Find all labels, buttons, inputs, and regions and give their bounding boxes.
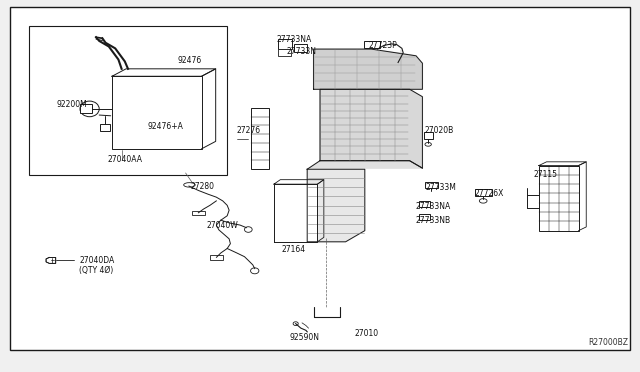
Bar [112,76,202,149]
Ellipse shape [184,183,195,187]
Bar [278,39,292,49]
Ellipse shape [293,322,298,326]
Bar [278,49,291,56]
Text: 27733NA: 27733NA [276,35,312,44]
Bar [29,26,227,175]
Polygon shape [46,257,56,263]
Ellipse shape [244,227,252,232]
Bar [424,132,433,139]
Text: 27733NB: 27733NB [416,216,451,225]
Text: 27010: 27010 [355,329,379,338]
Bar [419,201,430,207]
Polygon shape [320,89,422,168]
Text: 27115: 27115 [534,170,558,179]
Text: 27733N: 27733N [287,47,317,56]
Polygon shape [274,184,317,242]
Polygon shape [314,49,422,89]
Bar [475,189,492,196]
Circle shape [479,199,487,203]
Bar [192,211,205,215]
Text: 27040DA: 27040DA [79,256,115,265]
Text: (QTY 4Ø): (QTY 4Ø) [79,266,114,275]
Bar [80,105,92,113]
Bar [425,182,438,188]
Bar [210,255,223,260]
Text: 92200M: 92200M [56,100,87,109]
Text: R27000BZ: R27000BZ [589,338,628,347]
Text: 27280: 27280 [190,182,214,191]
Circle shape [425,142,431,146]
Text: 92590N: 92590N [289,333,319,341]
Bar [364,41,380,48]
Bar [539,166,579,231]
Bar [100,124,110,131]
Text: 27040W: 27040W [206,221,238,230]
Text: 27040AA: 27040AA [108,155,143,164]
Ellipse shape [251,268,259,274]
Text: 27164: 27164 [282,246,306,254]
Bar [294,44,307,52]
Text: 27733NA: 27733NA [416,202,451,211]
Bar [419,214,430,220]
Polygon shape [307,161,422,169]
Text: 92476: 92476 [178,56,202,65]
Text: 27723P: 27723P [369,41,397,50]
Text: 27020B: 27020B [425,126,454,135]
Bar [251,108,269,169]
Polygon shape [307,169,365,242]
Text: 92476+A: 92476+A [147,122,183,131]
Ellipse shape [80,101,99,117]
Text: 27276: 27276 [237,126,261,135]
Text: 27726X: 27726X [475,189,504,198]
Text: 27733M: 27733M [426,183,456,192]
